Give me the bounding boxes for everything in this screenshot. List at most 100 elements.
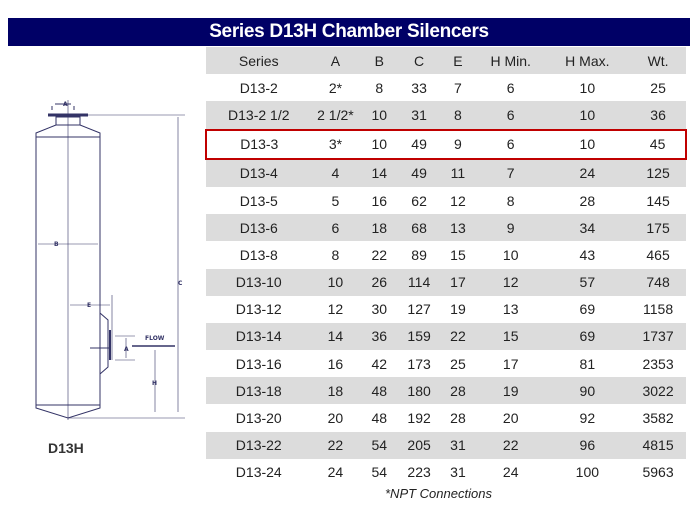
table-cell: 12 xyxy=(502,274,519,291)
footnote: *NPT Connections xyxy=(385,486,492,501)
table-cell: 127 xyxy=(407,301,431,318)
table-row: D13-6 6 18 68 13 9 34 175 xyxy=(206,214,686,242)
table-cell: 28 xyxy=(579,192,596,209)
table-cell: D13-8 xyxy=(239,246,278,263)
table-cell: D13-16 xyxy=(235,355,282,372)
column-header: A xyxy=(330,52,341,69)
table-cell: 1158 xyxy=(643,301,674,318)
table-cell: 18 xyxy=(327,382,344,399)
table-cell: 54 xyxy=(371,464,388,481)
table-cell: 45 xyxy=(630,128,687,160)
table-cell: 10 xyxy=(327,274,344,291)
table-row: D13-8 8 22 89 15 10 43 465 xyxy=(206,241,686,268)
flow-label: FLOW xyxy=(145,335,165,342)
dim-a-side: A xyxy=(124,346,129,353)
table-cell: 10 xyxy=(359,128,400,160)
table-cell: 25 xyxy=(650,79,666,96)
column-header: H Min. xyxy=(490,52,531,69)
dim-c: C xyxy=(178,280,183,287)
table-cell: 8 xyxy=(375,79,384,96)
table-cell: 465 xyxy=(646,246,670,263)
table-cell: 28 xyxy=(450,410,466,427)
table-cell: 2 1/2* xyxy=(317,106,354,123)
table-cell: 28 xyxy=(450,382,466,399)
table-cell: 34 xyxy=(579,219,596,236)
table-cell: 15 xyxy=(502,328,519,345)
column-header: E xyxy=(453,52,463,69)
column-header: H Max. xyxy=(565,52,610,69)
table-cell: 8 xyxy=(454,106,462,123)
table-cell: 748 xyxy=(646,274,670,291)
table-cell: 69 xyxy=(579,328,596,345)
table-cell: 10 xyxy=(371,106,388,123)
table-cell: 49 xyxy=(399,128,440,160)
table-cell: 159 xyxy=(407,328,431,345)
table-cell: 205 xyxy=(407,437,431,454)
table-cell: 22 xyxy=(450,328,466,345)
table-cell: 3582 xyxy=(642,410,674,427)
table-cell: 22 xyxy=(327,437,344,454)
table-cell: 48 xyxy=(371,410,388,427)
table-cell: 16 xyxy=(327,355,344,372)
table-cell: 2353 xyxy=(642,355,674,372)
table-cell: 14 xyxy=(371,165,388,182)
table-cell: 13 xyxy=(502,301,519,318)
table-cell: 26 xyxy=(371,274,388,291)
table-cell: 19 xyxy=(502,382,519,399)
table-cell: 3022 xyxy=(642,382,674,399)
table-cell: 8 xyxy=(506,192,515,209)
column-header: Wt. xyxy=(647,52,669,69)
silencer-diagram: A B C E A H FLOW xyxy=(35,100,185,420)
table-cell: 30 xyxy=(371,301,388,318)
table-cell: 9 xyxy=(506,219,515,236)
table-cell: 36 xyxy=(371,328,388,345)
table-cell: 6 xyxy=(506,106,515,123)
table-cell: 33 xyxy=(411,79,427,96)
table-cell: 22 xyxy=(371,246,388,263)
table-cell: D13-5 xyxy=(239,192,278,209)
table-cell: 223 xyxy=(407,464,431,481)
table-cell: D13-4 xyxy=(239,165,278,182)
table-cell: 5 xyxy=(331,192,340,209)
table-cell: 145 xyxy=(646,192,670,209)
table-cell: 24 xyxy=(579,165,596,182)
table-cell: 10 xyxy=(544,128,631,160)
table-row: D13-14 14 36 159 22 15 69 1737 xyxy=(206,322,686,351)
table-cell: 12 xyxy=(327,301,344,318)
table-cell: 62 xyxy=(411,192,427,209)
table-cell: 6 xyxy=(331,219,340,236)
table-cell: 7 xyxy=(506,165,515,182)
table-cell: 49 xyxy=(411,165,427,182)
table-cell: 89 xyxy=(411,246,427,263)
table-cell: 6 xyxy=(506,79,515,96)
table-cell: D13-2 xyxy=(239,79,278,96)
table-cell: 8 xyxy=(331,246,340,263)
table-cell: 31 xyxy=(450,464,466,481)
table-row: D13-10 10 26 114 17 12 57 748 xyxy=(206,268,686,296)
table-cell: 14 xyxy=(327,328,344,345)
table-cell: 90 xyxy=(579,382,596,399)
table-cell: 192 xyxy=(407,410,431,427)
table-cell: 9 xyxy=(439,128,477,160)
table-cell: 48 xyxy=(371,382,388,399)
column-header: Series xyxy=(238,52,279,69)
table-cell: 20 xyxy=(327,410,344,427)
table-cell: 17 xyxy=(502,355,519,372)
table-header-row: Series A B C E H Min. H Max. Wt. xyxy=(206,47,686,75)
table-cell: 16 xyxy=(371,192,388,209)
table-cell: 17 xyxy=(450,274,466,291)
dim-a-top: A xyxy=(63,101,68,108)
table-cell: 114 xyxy=(407,274,431,291)
table-row: D13-2 1/2 2 1/2* 10 31 8 6 10 36 xyxy=(206,101,686,130)
table-cell: 54 xyxy=(371,437,388,454)
table-cell: 175 xyxy=(646,219,670,236)
table-cell: 10 xyxy=(579,79,596,96)
table-cell: D13-24 xyxy=(235,464,282,481)
table-cell: 25 xyxy=(450,355,466,372)
table-cell: 24 xyxy=(502,464,519,481)
table-cell: D13-14 xyxy=(235,328,282,345)
table-cell: D13-6 xyxy=(239,219,278,236)
table-row: D13-12 12 30 127 19 13 69 1158 xyxy=(206,296,686,323)
table-cell: D13-20 xyxy=(235,410,282,427)
table-cell: 36 xyxy=(650,106,666,123)
